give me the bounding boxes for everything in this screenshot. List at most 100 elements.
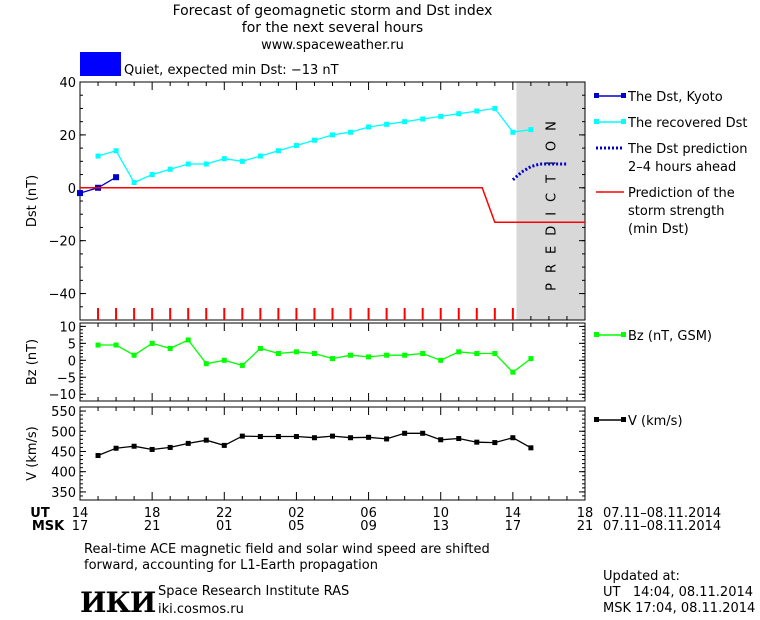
legend-label: The Dst prediction	[627, 142, 748, 157]
data-point	[203, 437, 209, 443]
msk-date-range: 07.11–08.11.2014	[603, 519, 721, 534]
data-point	[402, 430, 408, 436]
ut-tick-label: 14	[72, 506, 89, 521]
data-point	[257, 434, 263, 440]
msk-tick-label: 09	[360, 519, 377, 534]
y-tick-label: 5	[68, 337, 76, 352]
data-point	[510, 369, 516, 375]
data-point	[239, 362, 245, 368]
updated-label: Updated at:	[603, 569, 680, 584]
data-point	[348, 352, 354, 358]
data-point	[510, 435, 516, 441]
data-point	[275, 351, 281, 357]
legend-swatch-marker	[594, 93, 599, 98]
legend-label: The Dst, Kyoto	[627, 90, 723, 105]
ut-tick-label: 10	[432, 506, 449, 521]
data-point	[348, 129, 354, 135]
data-point	[384, 352, 390, 358]
data-point	[474, 439, 480, 445]
y-tick-label: −5	[57, 371, 76, 386]
y-axis-label: Dst (nT)	[25, 175, 40, 227]
msk-tick-label: 13	[432, 519, 449, 534]
source-url[interactable]: www.spaceweather.ru	[261, 38, 404, 53]
msk-tick-label: 05	[288, 519, 305, 534]
y-axis-label: Bz (nT)	[25, 339, 40, 385]
data-point	[420, 351, 426, 357]
panel-frame	[79, 406, 586, 501]
ut-axis-label: UT	[30, 506, 50, 521]
data-point	[185, 337, 191, 343]
data-point	[293, 142, 299, 148]
ut-tick-label: 14	[505, 506, 522, 521]
data-point	[221, 442, 227, 448]
legend-label: V (km/s)	[628, 414, 683, 429]
y-tick-label: 0	[68, 182, 76, 197]
ut-tick-label: 22	[216, 506, 233, 521]
msk-tick-label: 21	[577, 519, 594, 534]
legend-label: storm strength	[628, 204, 725, 219]
y-tick-label: 350	[51, 486, 76, 501]
data-point	[402, 352, 408, 358]
footer-note-line1: Real-time ACE magnetic field and solar w…	[84, 542, 490, 557]
data-point	[456, 111, 462, 117]
data-point	[203, 361, 209, 367]
msk-tick-label: 17	[72, 519, 89, 534]
y-tick-label: −10	[49, 388, 76, 403]
panel-frame	[79, 81, 586, 321]
msk-axis-label: MSK	[32, 519, 65, 534]
data-point	[492, 105, 498, 111]
y-tick-label: 10	[59, 320, 76, 335]
y-tick-label: −20	[49, 235, 76, 250]
data-point	[510, 129, 516, 135]
data-point	[167, 166, 173, 172]
data-point	[330, 356, 335, 362]
y-tick-label: 0	[68, 354, 76, 369]
data-point	[113, 342, 119, 348]
data-point	[528, 356, 534, 362]
data-point	[185, 161, 191, 167]
y-tick-label: 450	[51, 445, 76, 460]
data-point	[221, 156, 227, 162]
series-line	[98, 339, 532, 374]
status-swatch	[80, 52, 121, 76]
data-point	[257, 345, 263, 351]
data-point	[275, 434, 281, 440]
data-point	[384, 436, 390, 442]
data-point	[239, 158, 245, 164]
data-point	[95, 153, 101, 159]
legend-label: The recovered Dst	[627, 116, 747, 131]
y-tick-label: 500	[51, 425, 76, 440]
data-point	[366, 124, 372, 130]
data-point	[149, 172, 155, 178]
prediction-label: PREDICTION	[545, 111, 560, 291]
data-point	[167, 345, 173, 351]
legend-label: 2–4 hours ahead	[628, 160, 736, 175]
data-point	[185, 440, 191, 446]
data-point	[420, 116, 426, 122]
data-point	[131, 352, 137, 358]
data-point	[275, 148, 281, 154]
data-point	[293, 349, 299, 355]
data-point	[330, 433, 335, 439]
legend-label: Bz (nT, GSM)	[628, 329, 712, 344]
data-point	[528, 127, 534, 133]
data-point	[456, 436, 462, 442]
data-point	[95, 342, 101, 348]
ut-tick-label: 02	[288, 506, 305, 521]
data-point	[257, 153, 263, 159]
updated-msk: MSK 17:04, 08.11.2014	[603, 601, 756, 616]
legend-label: (min Dst)	[628, 222, 689, 237]
y-axis-label: V (km/s)	[25, 426, 40, 481]
y-tick-label: 550	[51, 405, 76, 420]
series-line	[80, 187, 585, 223]
y-tick-label: 400	[51, 466, 76, 481]
data-point	[293, 434, 299, 440]
chart-title-line2: for the next several hours	[241, 20, 424, 36]
data-point	[438, 357, 444, 363]
data-point	[77, 190, 83, 197]
data-point	[492, 440, 498, 446]
data-point	[492, 351, 498, 357]
data-point	[438, 113, 444, 119]
institute-site[interactable]: iki.cosmos.ru	[158, 602, 244, 617]
footer-note-line2: forward, accounting for L1-Earth propaga…	[84, 558, 378, 573]
